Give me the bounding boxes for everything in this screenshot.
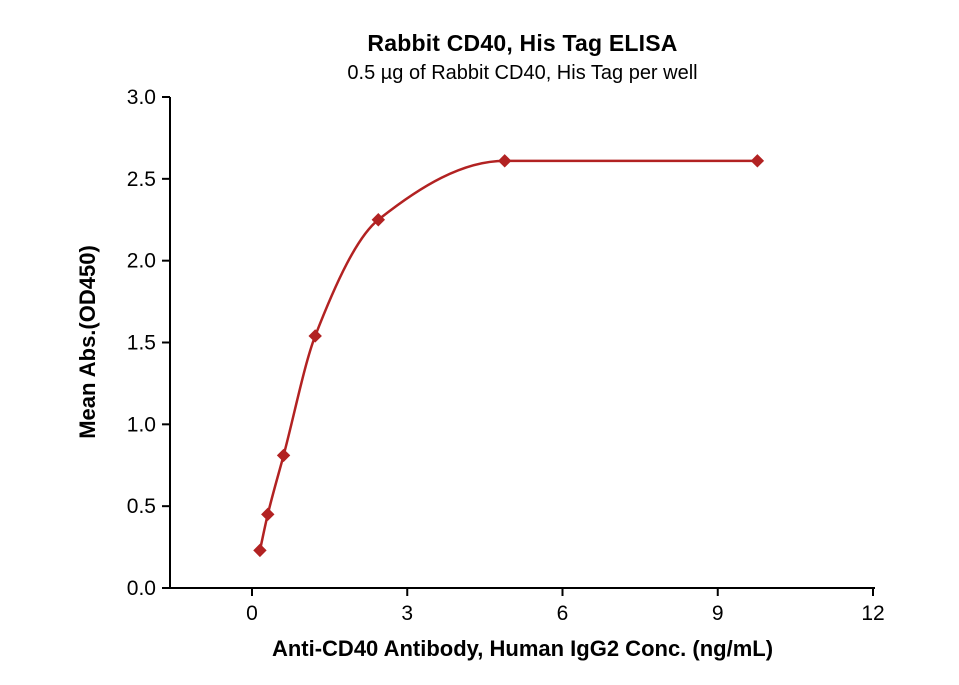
data-point-marker [261, 507, 275, 522]
y-tick-label: 3.0 [127, 86, 156, 109]
x-axis-label: Anti-CD40 Antibody, Human IgG2 Conc. (ng… [271, 636, 774, 661]
y-tick-label: 2.0 [127, 250, 156, 273]
fit-curve [258, 159, 759, 552]
x-tick-label: 12 [861, 602, 884, 625]
data-point-marker [497, 154, 512, 168]
y-tick-label: 0.0 [127, 577, 156, 600]
y-tick-label: 1.5 [127, 332, 156, 355]
y-tick-label: 2.5 [127, 168, 156, 191]
data-point-marker [750, 154, 765, 168]
axes-frame [169, 97, 875, 589]
y-tick-label: 1.0 [127, 413, 156, 436]
y-tick-label: 0.5 [127, 495, 156, 518]
data-point-marker [276, 448, 291, 463]
data-point-marker [253, 543, 267, 558]
x-tick-label: 6 [557, 602, 569, 625]
chart-title: Rabbit CD40, His Tag ELISA [367, 30, 678, 56]
data-point-marker [371, 213, 386, 227]
x-tick-label: 3 [401, 602, 413, 625]
data-point-marker [308, 329, 322, 343]
x-tick-label: 0 [246, 602, 258, 625]
chart-subtitle: 0.5 µg of Rabbit CD40, His Tag per well [347, 62, 698, 84]
x-tick-label: 9 [712, 602, 724, 625]
